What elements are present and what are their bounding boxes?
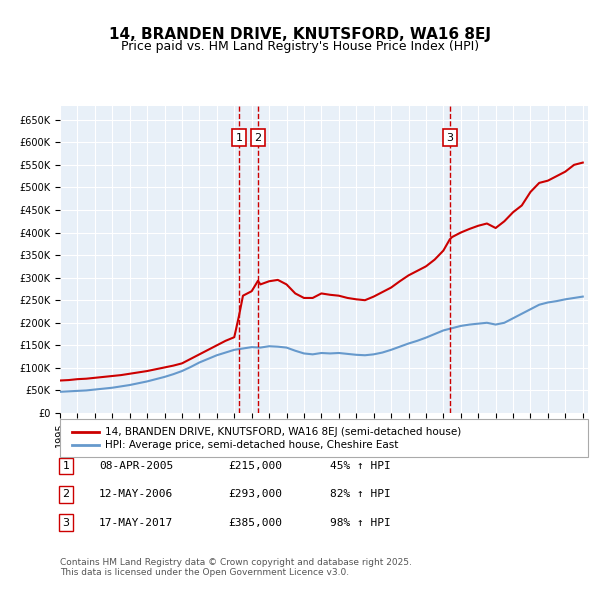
Text: 3: 3 — [62, 518, 70, 527]
Text: Contains HM Land Registry data © Crown copyright and database right 2025.
This d: Contains HM Land Registry data © Crown c… — [60, 558, 412, 577]
Text: £215,000: £215,000 — [228, 461, 282, 471]
Text: 2: 2 — [254, 133, 262, 143]
Text: 1: 1 — [62, 461, 70, 471]
Text: 1: 1 — [235, 133, 242, 143]
Text: 12-MAY-2006: 12-MAY-2006 — [99, 490, 173, 499]
Text: 98% ↑ HPI: 98% ↑ HPI — [330, 518, 391, 527]
Text: 17-MAY-2017: 17-MAY-2017 — [99, 518, 173, 527]
Text: 82% ↑ HPI: 82% ↑ HPI — [330, 490, 391, 499]
Text: 14, BRANDEN DRIVE, KNUTSFORD, WA16 8EJ: 14, BRANDEN DRIVE, KNUTSFORD, WA16 8EJ — [109, 27, 491, 41]
Text: 2: 2 — [62, 490, 70, 499]
Text: HPI: Average price, semi-detached house, Cheshire East: HPI: Average price, semi-detached house,… — [105, 441, 398, 450]
Text: £293,000: £293,000 — [228, 490, 282, 499]
Text: 3: 3 — [446, 133, 454, 143]
Text: Price paid vs. HM Land Registry's House Price Index (HPI): Price paid vs. HM Land Registry's House … — [121, 40, 479, 53]
Text: £385,000: £385,000 — [228, 518, 282, 527]
Text: 08-APR-2005: 08-APR-2005 — [99, 461, 173, 471]
Text: 14, BRANDEN DRIVE, KNUTSFORD, WA16 8EJ (semi-detached house): 14, BRANDEN DRIVE, KNUTSFORD, WA16 8EJ (… — [105, 427, 461, 437]
Text: 14, BRANDEN DRIVE, KNUTSFORD, WA16 8EJ (semi-detached house): 14, BRANDEN DRIVE, KNUTSFORD, WA16 8EJ (… — [105, 427, 461, 437]
Text: 45% ↑ HPI: 45% ↑ HPI — [330, 461, 391, 471]
Text: HPI: Average price, semi-detached house, Cheshire East: HPI: Average price, semi-detached house,… — [105, 441, 398, 450]
